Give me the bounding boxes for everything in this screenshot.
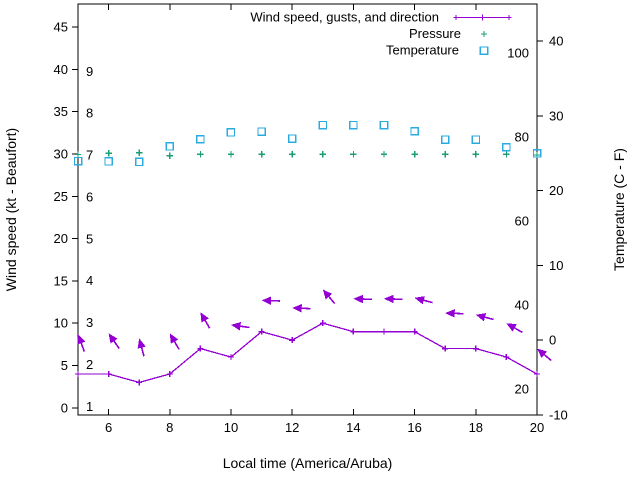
svg-text:5: 5	[61, 358, 68, 373]
svg-text:Local time (America/Aruba): Local time (America/Aruba)	[223, 455, 393, 471]
svg-text:20: 20	[549, 183, 563, 198]
svg-text:Pressure: Pressure	[409, 26, 461, 41]
svg-text:18: 18	[469, 420, 483, 435]
svg-text:7: 7	[86, 148, 93, 163]
svg-text:3: 3	[86, 315, 93, 330]
svg-text:1: 1	[86, 399, 93, 414]
svg-text:20: 20	[515, 381, 529, 396]
svg-text:12: 12	[285, 420, 299, 435]
svg-text:10: 10	[54, 316, 68, 331]
svg-text:30: 30	[54, 147, 68, 162]
svg-text:40: 40	[54, 62, 68, 77]
svg-text:Temperature: Temperature	[386, 43, 459, 58]
svg-text:5: 5	[86, 231, 93, 246]
svg-text:9: 9	[86, 64, 93, 79]
svg-text:60: 60	[515, 213, 529, 228]
svg-text:8: 8	[166, 420, 173, 435]
svg-text:100: 100	[507, 46, 529, 61]
svg-text:2: 2	[86, 357, 93, 372]
svg-text:Temperature (C - F): Temperature (C - F)	[611, 148, 627, 271]
svg-text:Wind speed (kt - Beaufort): Wind speed (kt - Beaufort)	[3, 128, 19, 291]
svg-text:20: 20	[54, 231, 68, 246]
svg-text:-10: -10	[549, 408, 568, 423]
svg-text:8: 8	[86, 106, 93, 121]
svg-text:40: 40	[549, 34, 563, 49]
svg-text:20: 20	[530, 420, 544, 435]
svg-text:45: 45	[54, 20, 68, 35]
svg-text:25: 25	[54, 189, 68, 204]
svg-text:15: 15	[54, 273, 68, 288]
svg-text:10: 10	[224, 420, 238, 435]
svg-text:10: 10	[549, 258, 563, 273]
svg-text:6: 6	[86, 189, 93, 204]
svg-text:40: 40	[515, 297, 529, 312]
svg-text:Wind speed, gusts, and directi: Wind speed, gusts, and direction	[250, 10, 439, 25]
svg-text:0: 0	[549, 333, 556, 348]
svg-text:30: 30	[549, 108, 563, 123]
svg-text:35: 35	[54, 104, 68, 119]
svg-text:4: 4	[86, 273, 93, 288]
svg-text:0: 0	[61, 400, 68, 415]
svg-text:16: 16	[407, 420, 421, 435]
svg-text:80: 80	[515, 130, 529, 145]
svg-text:6: 6	[105, 420, 112, 435]
svg-text:14: 14	[346, 420, 360, 435]
